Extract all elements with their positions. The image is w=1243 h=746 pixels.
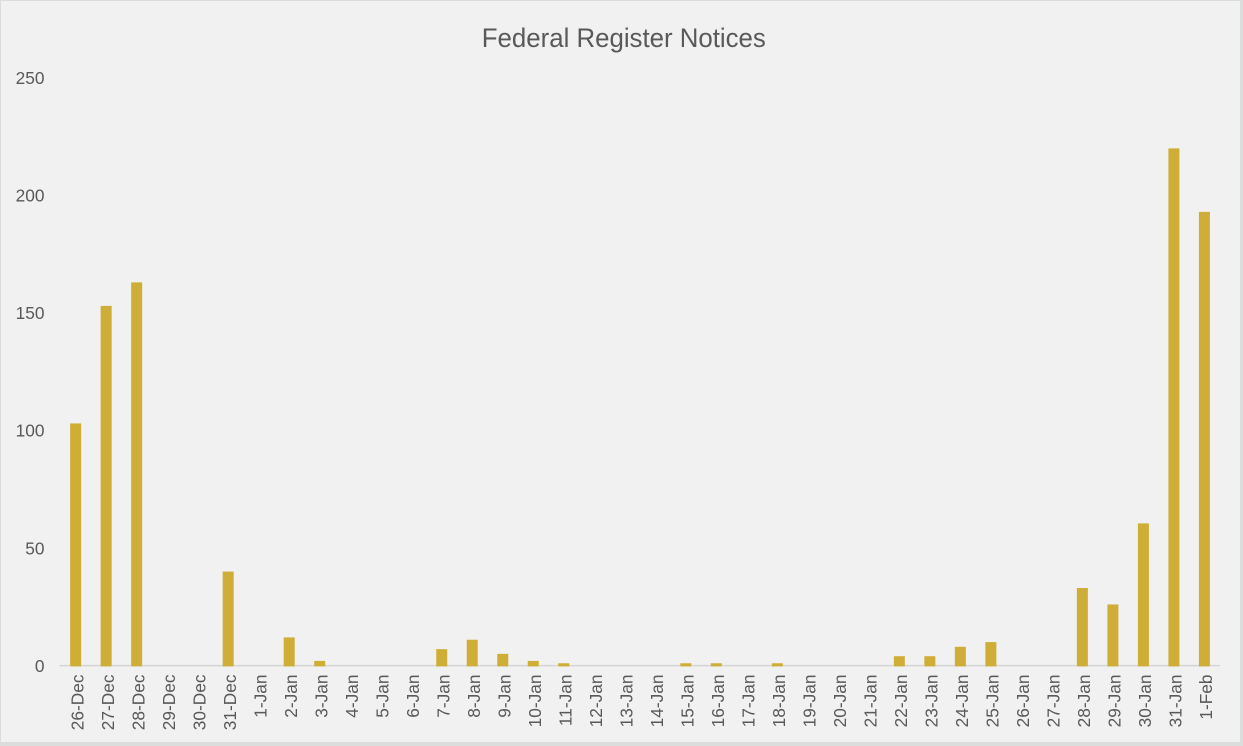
svg-text:1-Jan: 1-Jan xyxy=(250,675,270,718)
svg-text:20-Jan: 20-Jan xyxy=(830,675,850,728)
svg-text:7-Jan: 7-Jan xyxy=(433,675,453,718)
svg-text:9-Jan: 9-Jan xyxy=(494,675,514,718)
svg-text:19-Jan: 19-Jan xyxy=(799,675,819,728)
svg-text:10-Jan: 10-Jan xyxy=(525,675,545,728)
svg-text:3-Jan: 3-Jan xyxy=(311,675,331,718)
svg-text:27-Dec: 27-Dec xyxy=(98,674,118,730)
svg-text:30-Dec: 30-Dec xyxy=(189,674,209,730)
svg-text:16-Jan: 16-Jan xyxy=(708,675,728,728)
svg-text:6-Jan: 6-Jan xyxy=(403,675,423,718)
svg-text:50: 50 xyxy=(25,538,44,558)
svg-text:26-Dec: 26-Dec xyxy=(67,674,87,730)
svg-text:21-Jan: 21-Jan xyxy=(860,675,880,728)
svg-text:15-Jan: 15-Jan xyxy=(677,675,697,728)
svg-text:30-Jan: 30-Jan xyxy=(1135,675,1155,728)
svg-text:250: 250 xyxy=(16,68,45,88)
svg-text:28-Dec: 28-Dec xyxy=(128,674,148,730)
svg-text:24-Jan: 24-Jan xyxy=(952,675,972,728)
svg-text:28-Jan: 28-Jan xyxy=(1074,675,1094,728)
svg-text:23-Jan: 23-Jan xyxy=(921,675,941,728)
svg-text:14-Jan: 14-Jan xyxy=(647,675,667,728)
svg-text:11-Jan: 11-Jan xyxy=(555,675,575,727)
svg-text:12-Jan: 12-Jan xyxy=(586,675,606,728)
svg-text:25-Jan: 25-Jan xyxy=(982,674,1002,727)
svg-text:2-Jan: 2-Jan xyxy=(281,675,301,718)
svg-text:150: 150 xyxy=(16,303,45,323)
svg-text:31-Jan: 31-Jan xyxy=(1166,675,1186,728)
svg-text:27-Jan: 27-Jan xyxy=(1043,675,1063,728)
svg-text:13-Jan: 13-Jan xyxy=(616,675,636,728)
svg-text:200: 200 xyxy=(16,186,45,206)
svg-text:Federal Register Notices: Federal Register Notices xyxy=(482,23,766,53)
svg-text:0: 0 xyxy=(35,656,45,676)
svg-text:100: 100 xyxy=(16,421,45,441)
svg-text:26-Jan: 26-Jan xyxy=(1013,675,1033,728)
svg-text:5-Jan: 5-Jan xyxy=(372,675,392,718)
svg-text:18-Jan: 18-Jan xyxy=(769,675,789,728)
svg-text:1-Feb: 1-Feb xyxy=(1196,675,1216,720)
svg-text:29-Dec: 29-Dec xyxy=(159,674,179,730)
svg-text:29-Jan: 29-Jan xyxy=(1104,675,1124,728)
svg-text:22-Jan: 22-Jan xyxy=(891,675,911,728)
svg-text:8-Jan: 8-Jan xyxy=(464,675,484,718)
svg-text:31-Dec: 31-Dec xyxy=(220,674,240,730)
svg-text:17-Jan: 17-Jan xyxy=(738,675,758,728)
svg-text:4-Jan: 4-Jan xyxy=(342,675,362,718)
